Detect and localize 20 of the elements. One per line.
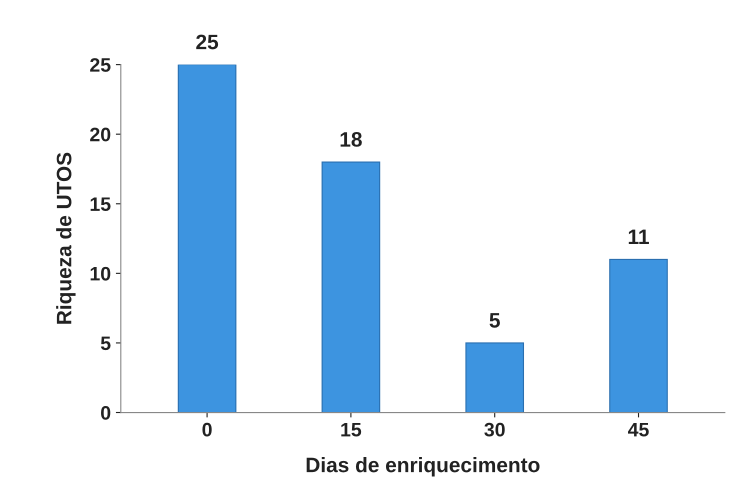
y-tick-label: 15 (90, 197, 111, 212)
bar (322, 161, 380, 413)
data-label: 25 (196, 34, 218, 50)
x-tick-label: 0 (202, 422, 212, 437)
y-axis-title: Riqueza de UTOS (56, 152, 76, 324)
y-tick-label: 5 (100, 336, 111, 350)
data-label: 11 (628, 230, 649, 244)
x-tick-label: 45 (628, 422, 649, 437)
x-tick-label: 15 (341, 422, 362, 437)
x-tick-label: 30 (484, 422, 505, 437)
data-label: 18 (340, 132, 362, 147)
data-label: 5 (490, 313, 500, 328)
x-axis-title: Dias de enriquecimento (306, 457, 540, 476)
y-tick-label: 20 (90, 128, 110, 142)
y-tick-label: 25 (90, 58, 111, 72)
y-tick-label: 0 (101, 406, 110, 420)
y-tick-label: 10 (90, 266, 110, 281)
bar (465, 342, 524, 413)
bar (609, 258, 668, 413)
bar (178, 64, 236, 413)
